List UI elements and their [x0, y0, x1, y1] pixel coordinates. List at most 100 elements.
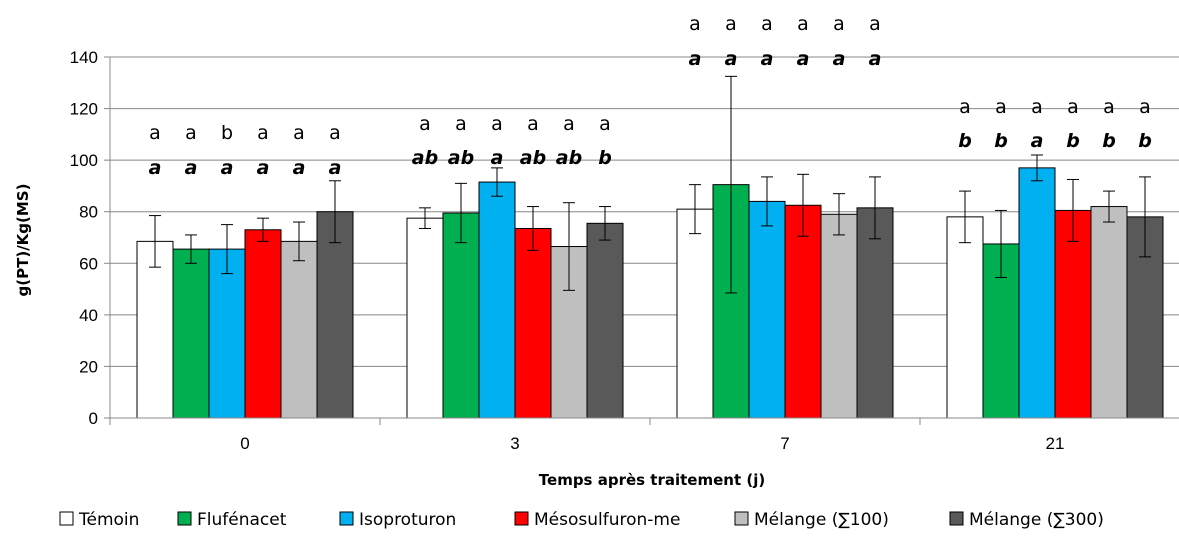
- letter-top: a: [419, 113, 431, 135]
- legend-label: Mélange (∑300): [969, 510, 1104, 530]
- letter-bottom: b: [598, 147, 612, 169]
- bar: [208, 248, 246, 419]
- letter-top: a: [329, 122, 341, 144]
- letter-bottom: a: [221, 157, 234, 179]
- y-tick-label: 20: [79, 357, 98, 376]
- letter-top: a: [1139, 96, 1151, 118]
- bar: [1018, 167, 1056, 419]
- legend-label: Témoin: [78, 510, 139, 530]
- letter-bottom: b: [958, 130, 972, 152]
- letter-top: a: [689, 13, 701, 35]
- letter-bottom: a: [257, 157, 270, 179]
- legend-swatch: [177, 511, 192, 526]
- x-tick-label: 0: [240, 434, 249, 453]
- bar: [820, 213, 858, 419]
- bar: [514, 227, 552, 419]
- bars: [136, 167, 1164, 419]
- bar: [784, 204, 822, 419]
- letter-top: a: [995, 96, 1007, 118]
- letter-bottom: a: [833, 48, 846, 70]
- letter-top: a: [797, 13, 809, 35]
- bar: [946, 216, 984, 419]
- letter-top: a: [1067, 96, 1079, 118]
- y-tick-label: 140: [70, 48, 98, 67]
- letter-top: a: [761, 13, 773, 35]
- y-tick-label: 100: [70, 151, 98, 170]
- y-tick-label: 120: [70, 100, 98, 119]
- x-axis-label: Temps après traitement (j): [539, 471, 765, 489]
- bar: [244, 229, 282, 419]
- legend-swatch: [949, 511, 964, 526]
- bar: [280, 240, 318, 419]
- bar: [1090, 206, 1128, 419]
- letter-bottom: a: [869, 48, 882, 70]
- axes: 0 20 40 60 80 100 120 140 0 3 7 21: [70, 48, 1179, 453]
- legend-label: Mélange (∑100): [754, 510, 889, 530]
- bar: [856, 207, 894, 419]
- bar: [406, 217, 444, 419]
- letter-bottom: a: [293, 157, 306, 179]
- y-tick-label: 40: [79, 306, 98, 325]
- letter-bottom: a: [761, 48, 774, 70]
- letter-top: a: [149, 122, 161, 144]
- legend-swatch: [339, 511, 354, 526]
- letter-bottom: a: [689, 48, 702, 70]
- legend-swatch: [734, 511, 749, 526]
- y-tick-label: 0: [89, 409, 98, 428]
- bar: [172, 248, 210, 419]
- letter-top: a: [185, 122, 197, 144]
- letter-bottom: b: [1138, 130, 1152, 152]
- bar: [1054, 209, 1092, 419]
- letter-top: a: [869, 13, 881, 35]
- letter-bottom: a: [329, 157, 342, 179]
- error-bars: [149, 75, 1151, 294]
- letter-bottom: a: [725, 48, 738, 70]
- bar: [478, 181, 516, 419]
- legend-swatch: [59, 511, 74, 526]
- letter-top: a: [293, 122, 305, 144]
- legend-label: Mésosulfuron-me: [534, 510, 680, 530]
- y-axis-label: g(PT)/Kg(MS): [14, 184, 32, 297]
- letter-bottom: ab: [556, 147, 582, 169]
- letter-top: a: [1031, 96, 1043, 118]
- letter-bottom: a: [491, 147, 504, 169]
- letter-top: a: [563, 113, 575, 135]
- letter-top: a: [491, 113, 503, 135]
- letter-top: a: [257, 122, 269, 144]
- y-tick-label: 60: [79, 254, 98, 273]
- y-tick-label: 80: [79, 203, 98, 222]
- letter-bottom: b: [1066, 130, 1080, 152]
- x-tick-label: 21: [1046, 434, 1065, 453]
- letter-bottom: a: [185, 157, 198, 179]
- legend-label: Isoproturon: [359, 510, 456, 530]
- letter-top: a: [455, 113, 467, 135]
- bar: [748, 200, 786, 419]
- bar: [442, 212, 480, 419]
- letter-top: a: [833, 13, 845, 35]
- bar: [676, 208, 714, 419]
- letter-top: a: [599, 113, 611, 135]
- legend-label: Flufénacet: [197, 510, 287, 530]
- letter-bottom: ab: [448, 147, 474, 169]
- letter-bottom: ab: [520, 147, 546, 169]
- bar: [586, 222, 624, 419]
- letter-bottom: a: [149, 157, 162, 179]
- letter-bottom: a: [1031, 130, 1044, 152]
- legend-swatch: [514, 511, 529, 526]
- letter-bottom: ab: [412, 147, 438, 169]
- x-tick-label: 7: [780, 434, 789, 453]
- letter-top: a: [527, 113, 539, 135]
- legend: Témoin Flufénacet Isoproturon Mésosulfuron-…: [59, 510, 1104, 530]
- bar: [136, 240, 174, 419]
- letter-top: b: [221, 122, 233, 144]
- x-tick-label: 3: [510, 434, 519, 453]
- letter-top: a: [725, 13, 737, 35]
- letter-top: a: [1103, 96, 1115, 118]
- letter-top: a: [959, 96, 971, 118]
- letter-bottom: b: [1102, 130, 1116, 152]
- letter-bottom: b: [994, 130, 1008, 152]
- significance-letters: aaaabaaaaaaaaabaabaaaabaababaaaaaaaaaaaa…: [149, 13, 1152, 179]
- letter-bottom: a: [797, 48, 810, 70]
